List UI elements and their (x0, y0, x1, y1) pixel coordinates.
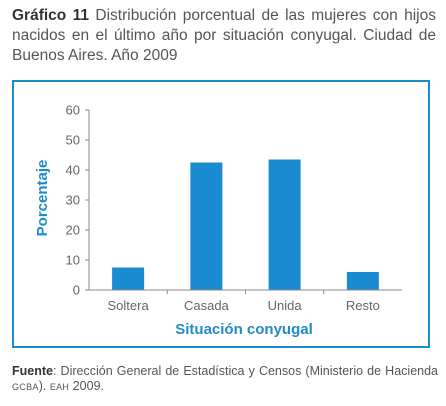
chart-title-text: Distribución porcentual de las mujeres c… (12, 7, 436, 64)
y-tick-label: 10 (66, 253, 80, 268)
chart-title: Gráfico 11 Distribución porcentual de la… (12, 6, 436, 66)
bar-casada (190, 162, 223, 290)
x-tick-label: Soltera (108, 298, 150, 313)
source-gcba: GCBA (12, 382, 39, 392)
x-axis-title: Situación conyugal (175, 321, 313, 338)
y-tick-label: 60 (66, 103, 80, 118)
y-tick-label: 20 (66, 223, 80, 238)
source-text-b: ). (38, 379, 50, 393)
bar-unida (268, 159, 301, 290)
y-tick-label: 50 (66, 133, 80, 148)
bars (112, 159, 379, 290)
source-text-c: 2009. (69, 379, 104, 393)
x-tick-label: Resto (346, 298, 380, 313)
bar-chart: 0 10 20 30 40 50 60 Soltera Casada Unida Resto Po… (34, 103, 402, 338)
y-tick-label: 0 (73, 283, 80, 298)
source-label: Fuente (12, 364, 53, 378)
source-eah: EAH (49, 382, 70, 392)
bar-resto (346, 272, 379, 290)
x-tick-label: Unida (268, 298, 303, 313)
y-tick-label: 40 (66, 163, 80, 178)
chart-frame: 0 10 20 30 40 50 60 Soltera Casada Unida Resto Po… (12, 80, 430, 348)
chart-number: Gráfico 11 (12, 7, 90, 24)
source-note: Fuente: Dirección General de Estadística… (12, 364, 438, 395)
y-tick-label: 30 (66, 193, 80, 208)
x-axis-ticks: Soltera Casada Unida Resto (108, 290, 380, 313)
source-text: : Dirección General de Estadística y Cen… (52, 364, 438, 378)
x-tick-label: Casada (184, 298, 230, 313)
y-axis-ticks: 0 10 20 30 40 50 60 (66, 103, 89, 298)
bar-soltera (112, 267, 145, 290)
y-axis-title: Porcentaje (34, 160, 51, 237)
